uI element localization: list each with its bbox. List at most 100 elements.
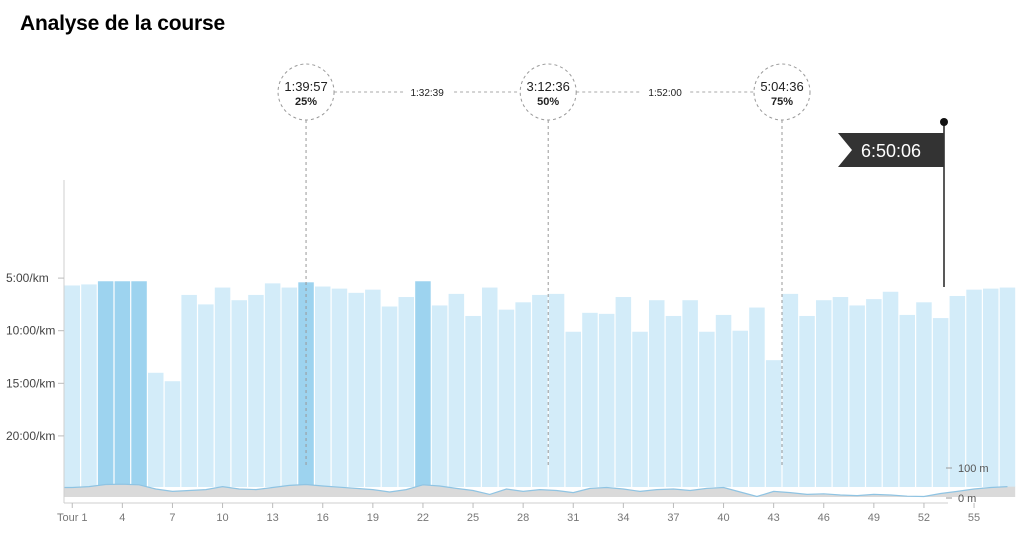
- marker-time: 5:04:36: [760, 79, 803, 94]
- pace-bar: [949, 295, 966, 487]
- pace-bar: [849, 305, 865, 487]
- marker-circle: [753, 63, 811, 121]
- x-tick-label: 31: [567, 512, 579, 524]
- y-tick-label: 10:00/km: [6, 324, 55, 338]
- elevation-tick-label: 100 m: [958, 463, 989, 475]
- pace-bar: [816, 300, 832, 487]
- pace-bar: [765, 360, 782, 487]
- pace-bar: [465, 315, 481, 487]
- split-markers: 1:32:39 1:52:00 1:39:57 25% 3:12:36 50% 5:04:3…: [277, 63, 811, 466]
- pace-bar: [882, 291, 899, 487]
- x-tick-label: 22: [417, 512, 429, 524]
- pace-bar: [114, 281, 131, 487]
- pace-bar: [916, 302, 932, 487]
- elevation-line: [64, 483, 1008, 498]
- x-tick-label: 19: [367, 512, 379, 524]
- marker-circle: [519, 63, 577, 121]
- pace-bar: [732, 330, 748, 487]
- finish-pole-top: [940, 118, 948, 126]
- pace-bar: [866, 299, 882, 487]
- elevation-area: [64, 484, 1016, 497]
- pace-bar: [365, 289, 381, 487]
- pace-bar: [582, 312, 598, 487]
- pace-bar: [532, 294, 548, 487]
- pace-bar: [749, 307, 765, 487]
- pace-bar: [131, 281, 147, 487]
- x-tick-label: 7: [169, 512, 175, 524]
- pace-bar: [983, 288, 999, 487]
- pace-bar: [665, 315, 682, 487]
- x-tick-label: 46: [818, 512, 830, 524]
- pace-bar: [832, 297, 849, 487]
- pace-bar: [381, 306, 398, 487]
- pace-bar: [214, 287, 231, 487]
- pace-bar: [598, 313, 615, 487]
- pace-bar: [699, 331, 715, 487]
- x-tick-label: 28: [517, 512, 529, 524]
- pace-bar: [715, 314, 732, 487]
- elevation-tick-label: 0 m: [958, 493, 976, 505]
- x-tick-label: 49: [868, 512, 880, 524]
- pace-bar: [782, 293, 799, 487]
- pace-bar: [148, 372, 164, 487]
- marker-time: 3:12:36: [527, 79, 570, 94]
- x-tick-label: 37: [667, 512, 679, 524]
- marker-percent: 75%: [771, 96, 793, 108]
- pace-bar: [565, 331, 581, 487]
- pace-bar: [632, 331, 648, 487]
- pace-bars: [64, 281, 1016, 487]
- x-tick-label: 43: [768, 512, 780, 524]
- x-tick-label: 40: [717, 512, 729, 524]
- y-tick-label: 20:00/km: [6, 429, 55, 443]
- pace-bar: [164, 381, 181, 487]
- pace-bar: [97, 281, 114, 487]
- x-tick-label: 34: [617, 512, 629, 524]
- segment-label-bg: [641, 84, 690, 100]
- finish-time: 6:50:06: [861, 141, 921, 161]
- pace-bar: [515, 302, 531, 487]
- pace-bar: [932, 318, 949, 487]
- pace-bar: [548, 293, 565, 487]
- pace-bar: [966, 289, 982, 487]
- segment-duration: 1:32:39: [410, 88, 444, 99]
- finish-flag: 6:50:06: [838, 118, 948, 287]
- x-tick-label: 52: [918, 512, 930, 524]
- pace-bar: [398, 297, 414, 487]
- pace-bar: [198, 304, 214, 487]
- page-title: Analyse de la course: [20, 12, 225, 35]
- marker-time: 1:39:57: [284, 79, 327, 94]
- x-tick-label: 16: [317, 512, 329, 524]
- marker-circle: [277, 63, 335, 121]
- pace-bar: [649, 300, 665, 487]
- pace-bar: [331, 288, 348, 487]
- x-tick-label: 10: [216, 512, 228, 524]
- axes: 5:00/km 10:00/km 15:00/km 20:00/km Tour 1 4 7 1…: [6, 180, 989, 524]
- pace-bar: [181, 294, 197, 487]
- pace-bar: [348, 292, 364, 487]
- x-tick-label: 25: [467, 512, 479, 524]
- finish-flag-shape: [838, 133, 944, 167]
- x-tick-label: Tour 1: [57, 512, 88, 524]
- pace-bar: [64, 285, 80, 487]
- segment-label-bg: [403, 84, 452, 100]
- marker-percent: 25%: [295, 96, 317, 108]
- x-tick-label: 4: [119, 512, 125, 524]
- x-tick-label: 55: [968, 512, 980, 524]
- pace-bar: [315, 286, 331, 487]
- pace-bar: [498, 309, 515, 487]
- pace-bar: [415, 281, 431, 487]
- pace-bar: [482, 287, 498, 487]
- marker-percent: 50%: [537, 96, 559, 108]
- pace-bar: [431, 305, 448, 487]
- pace-bar: [615, 297, 632, 487]
- pace-bar: [264, 283, 281, 487]
- x-tick-label: 13: [267, 512, 279, 524]
- pace-bar: [682, 300, 698, 487]
- pace-bar: [999, 287, 1016, 487]
- pace-bar: [899, 314, 915, 487]
- pace-bar: [248, 294, 264, 487]
- pace-bar: [281, 287, 298, 487]
- pace-bar: [231, 300, 247, 487]
- segment-duration: 1:52:00: [648, 88, 682, 99]
